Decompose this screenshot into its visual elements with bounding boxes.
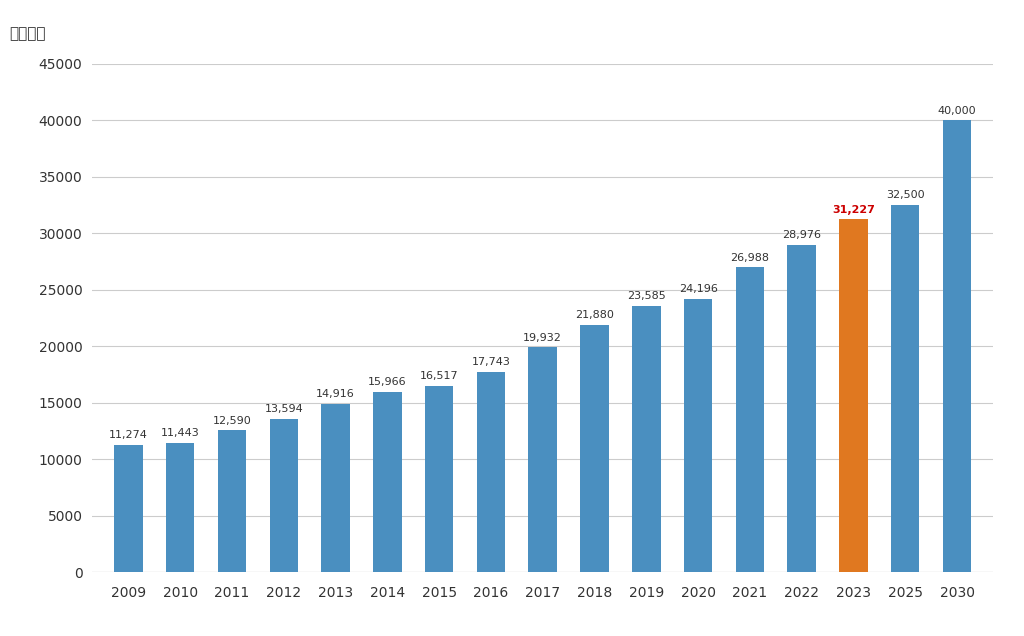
Text: 13,594: 13,594 bbox=[264, 404, 303, 414]
Bar bbox=[269, 418, 298, 572]
Bar bbox=[218, 430, 246, 572]
Bar bbox=[528, 347, 557, 572]
Bar bbox=[581, 325, 608, 572]
Text: 11,443: 11,443 bbox=[161, 429, 200, 438]
Bar bbox=[477, 372, 505, 572]
Bar bbox=[735, 267, 764, 572]
Bar bbox=[632, 306, 660, 572]
Bar bbox=[684, 299, 713, 572]
Bar bbox=[322, 404, 350, 572]
Bar bbox=[840, 219, 867, 572]
Text: 15,966: 15,966 bbox=[368, 377, 407, 387]
Text: 32,500: 32,500 bbox=[886, 190, 925, 200]
Bar bbox=[373, 392, 401, 572]
Text: 19,932: 19,932 bbox=[523, 333, 562, 343]
Bar bbox=[425, 385, 454, 572]
Text: 11,274: 11,274 bbox=[109, 431, 147, 440]
Text: 12,590: 12,590 bbox=[213, 415, 251, 425]
Text: 23,585: 23,585 bbox=[627, 291, 666, 301]
Text: 16,517: 16,517 bbox=[420, 371, 459, 381]
Text: 31,227: 31,227 bbox=[833, 205, 874, 215]
Text: 40,000: 40,000 bbox=[938, 106, 976, 116]
Bar bbox=[891, 205, 920, 572]
Bar bbox=[166, 443, 195, 572]
Text: 14,916: 14,916 bbox=[316, 389, 355, 399]
Text: 17,743: 17,743 bbox=[471, 357, 510, 367]
Bar bbox=[943, 120, 972, 572]
Text: 26,988: 26,988 bbox=[730, 252, 769, 263]
Text: （億円）: （億円） bbox=[9, 27, 45, 41]
Text: 21,880: 21,880 bbox=[575, 310, 614, 321]
Bar bbox=[114, 445, 142, 572]
Text: 24,196: 24,196 bbox=[679, 284, 718, 294]
Text: 28,976: 28,976 bbox=[782, 230, 821, 240]
Bar bbox=[787, 245, 816, 572]
